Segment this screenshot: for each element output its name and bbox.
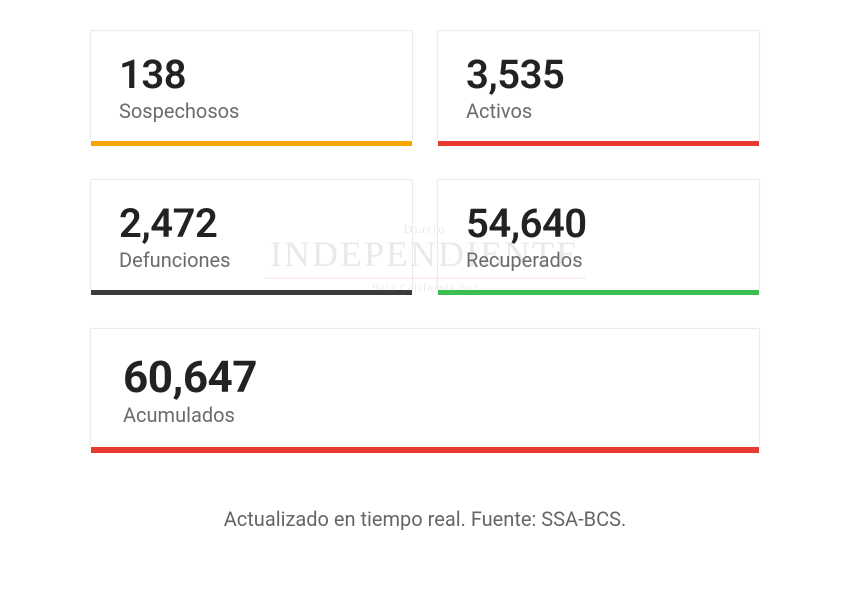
card-defunciones: 2,472 Defunciones <box>90 179 413 290</box>
card-acumulados: 60,647 Acumulados <box>90 328 760 447</box>
bar-sospechosos <box>91 141 412 146</box>
footer-text: Actualizado en tiempo real. Fuente: SSA-… <box>90 507 760 531</box>
stats-grid: 138 Sospechosos 3,535 Activos 2,472 Defu… <box>90 30 760 447</box>
card-sospechosos: 138 Sospechosos <box>90 30 413 141</box>
label-recuperados: Recuperados <box>466 248 731 272</box>
value-acumulados: 60,647 <box>123 353 727 401</box>
label-acumulados: Acumulados <box>123 403 727 427</box>
label-sospechosos: Sospechosos <box>119 99 384 123</box>
label-activos: Activos <box>466 99 731 123</box>
card-recuperados: 54,640 Recuperados <box>437 179 760 290</box>
label-defunciones: Defunciones <box>119 248 384 272</box>
bar-activos <box>438 141 759 146</box>
bar-recuperados <box>438 290 759 295</box>
value-sospechosos: 138 <box>119 53 384 97</box>
dashboard-container: 138 Sospechosos 3,535 Activos 2,472 Defu… <box>90 30 760 485</box>
bar-defunciones <box>91 290 412 295</box>
value-activos: 3,535 <box>466 53 731 97</box>
card-activos: 3,535 Activos <box>437 30 760 141</box>
value-defunciones: 2,472 <box>119 202 384 246</box>
bar-acumulados <box>91 447 759 453</box>
value-recuperados: 54,640 <box>466 202 731 246</box>
